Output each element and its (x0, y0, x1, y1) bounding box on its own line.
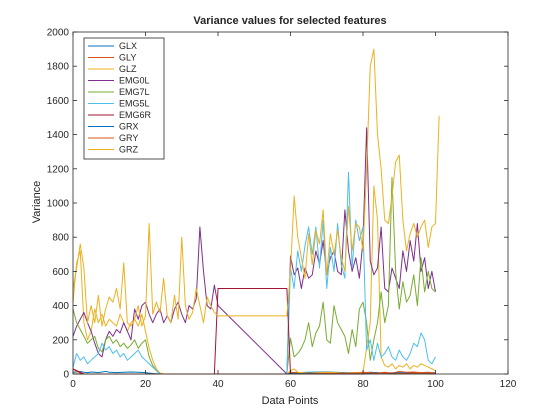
y-tick-label: 1000 (47, 199, 70, 210)
series-line-emg7l (72, 176, 436, 375)
y-tick-label: 600 (52, 267, 69, 278)
y-tick-label: 1800 (47, 62, 70, 73)
axes: 0 20 40 60 80 100 1200200400600800100012001400… (47, 28, 517, 391)
y-tick-label: 2000 (47, 28, 70, 39)
legend-label-glz: GLZ (119, 64, 137, 74)
y-tick-label: 1200 (47, 164, 70, 175)
series-line-grz (72, 48, 440, 327)
legend-label-grx: GRX (119, 122, 139, 132)
y-tick-label: 200 (52, 335, 69, 346)
legend-label-emg7l: EMG7L (119, 87, 150, 97)
x-tick-label: 0 (70, 379, 76, 390)
x-tick-label: 40 (212, 379, 224, 390)
legend-label-emg6r: EMG6R (119, 110, 152, 120)
legend-label-emg0l: EMG0L (119, 76, 150, 86)
x-tick-label: 60 (285, 379, 297, 390)
y-axis-label: Variance (31, 181, 43, 224)
x-tick-label: 100 (427, 379, 444, 390)
y-tick-label: 800 (52, 233, 69, 244)
legend-box (83, 37, 165, 160)
x-axis-label: Data Points (262, 395, 319, 407)
y-tick-label: 1600 (47, 96, 70, 107)
y-tick-label: 0 (63, 370, 69, 381)
y-tick-label: 400 (52, 301, 69, 312)
x-tick-label: 20 (140, 379, 152, 390)
legend-label-gry: GRY (119, 133, 138, 143)
x-tick-label: 80 (357, 379, 369, 390)
legend-label-emg5l: EMG5L (119, 99, 150, 109)
legend-label-grz: GRZ (119, 145, 139, 155)
x-tick-label: 120 (500, 379, 517, 390)
y-tick-label: 1400 (47, 130, 70, 141)
legend-label-gly: GLY (119, 53, 136, 63)
series-line-emg5l (72, 171, 436, 375)
legend-label-glx: GLX (119, 41, 137, 51)
chart-title: Variance values for selected features (193, 15, 386, 27)
